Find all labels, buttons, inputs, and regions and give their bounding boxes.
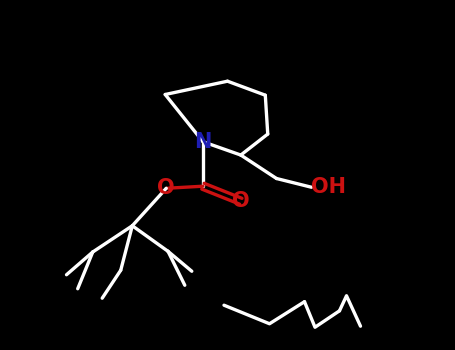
Text: N: N xyxy=(194,132,212,152)
Text: O: O xyxy=(232,191,250,211)
Text: OH: OH xyxy=(312,177,347,197)
Text: O: O xyxy=(157,178,175,198)
